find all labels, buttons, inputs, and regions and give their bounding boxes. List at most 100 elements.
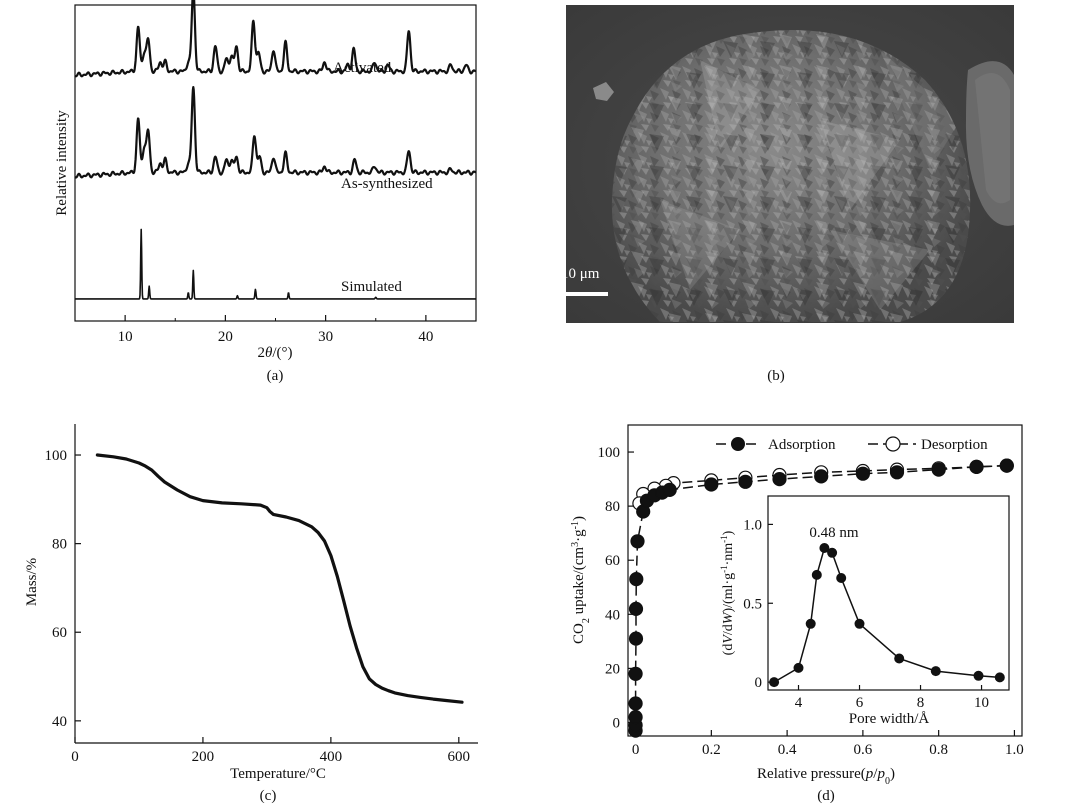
- panel-b-sem-image: 10 μm (b): [561, 5, 1014, 384]
- inset-point: [973, 670, 984, 681]
- x-tick-label: 600: [448, 749, 471, 765]
- x-tick-label: 0.6: [854, 742, 873, 758]
- point-adsorption: [628, 631, 644, 646]
- panel-d-series: [628, 458, 1014, 738]
- panel-a-x-ticks: 10 20 30 40: [74, 315, 477, 345]
- point-adsorption: [629, 571, 644, 587]
- inset-point: [769, 677, 780, 688]
- panel-d-frame: [627, 424, 1023, 737]
- x-tick-label: 40: [418, 329, 433, 345]
- inset-y-tick-label: 0: [755, 675, 763, 691]
- point-adsorption: [969, 459, 984, 474]
- y-tick-label: 100: [598, 445, 621, 461]
- inset-point: [894, 653, 905, 664]
- x-tick-label: 200: [192, 749, 215, 765]
- x-tick-label: 10: [118, 329, 133, 345]
- inset-peak-annotation: 0.48 nm: [809, 525, 859, 541]
- panel-a-patterns: [74, 0, 477, 300]
- y-tick-label: 100: [45, 448, 68, 464]
- series-label-as-synthesized: As-synthesized: [341, 176, 433, 192]
- y-tick-label: 60: [605, 553, 620, 569]
- inset-point: [819, 543, 830, 553]
- panel-d-y-axis-label: CO2 uptake/(cm3·g-1): [570, 516, 592, 644]
- panel-a-y-axis-label: Relative intensity: [54, 110, 70, 216]
- inset-x-tick-label: 10: [974, 695, 989, 711]
- x-tick-label: 20: [218, 329, 233, 345]
- scale-bar-label: 10 μm: [561, 266, 600, 282]
- series-label-activated: Activated: [333, 60, 392, 76]
- panel-d-legend: Adsorption Desorption: [716, 436, 988, 453]
- debris-particle: [593, 82, 614, 101]
- point-adsorption: [704, 477, 719, 492]
- inset-ticks: 4 6 8 10 0 0.5 1.0: [743, 517, 989, 711]
- legend-marker-desorption: [885, 436, 901, 452]
- legend-label-adsorption: Adsorption: [768, 437, 836, 453]
- y-tick-label: 40: [605, 607, 620, 623]
- point-adsorption: [772, 472, 787, 487]
- inset-point: [827, 547, 838, 558]
- legend-label-desorption: Desorption: [921, 437, 988, 453]
- inset-point: [994, 672, 1005, 683]
- point-adsorption: [931, 462, 946, 477]
- point-adsorption: [628, 696, 643, 711]
- panel-c-ticks: 0 200 400 600 40 60 80 100: [45, 448, 471, 765]
- panel-d-inset-chart: 4 6 8 10 0 0.5 1.0 0.48 nm Pore width/Å (dV/dW…: [719, 495, 1010, 727]
- point-adsorption: [855, 466, 871, 481]
- point-adsorption: [814, 469, 829, 484]
- inset-y-tick-label: 1.0: [743, 517, 762, 533]
- legend-marker-adsorption: [731, 437, 745, 451]
- x-tick-label: 0.4: [778, 742, 797, 758]
- y-tick-label: 0: [613, 715, 621, 731]
- inset-point: [854, 618, 865, 629]
- point-adsorption: [738, 474, 753, 489]
- inset-point: [805, 618, 816, 629]
- x-tick-label: 30: [318, 329, 333, 345]
- inset-x-axis-label: Pore width/Å: [849, 711, 930, 727]
- scale-bar: [562, 292, 608, 296]
- panel-d-caption: (d): [817, 788, 835, 804]
- inset-x-tick-label: 4: [795, 695, 803, 711]
- pattern-activated: [74, 0, 477, 78]
- x-tick-label: 0.2: [702, 742, 721, 758]
- inset-point: [793, 662, 804, 673]
- point-adsorption: [628, 666, 643, 681]
- inset-y-axis-label: (dV/dW)/(ml·g-1·nm-1): [719, 530, 736, 655]
- x-tick-label: 1.0: [1005, 742, 1024, 758]
- x-tick-label: 400: [320, 749, 343, 765]
- point-adsorption: [889, 465, 905, 480]
- panel-c-caption: (c): [260, 788, 277, 804]
- pattern-as-synthesized: [74, 86, 477, 179]
- y-tick-label: 20: [605, 661, 620, 677]
- x-tick-label: 0: [71, 749, 79, 765]
- y-tick-label: 80: [52, 537, 67, 553]
- inset-psd-curve: [769, 543, 1005, 688]
- x-tick-label: 0.8: [929, 742, 948, 758]
- pattern-simulated: [74, 228, 477, 300]
- y-tick-label: 80: [605, 499, 620, 515]
- panel-c-tga-chart: 0 200 400 600 40 60 80 100 Mass/% Temperature/°…: [24, 424, 478, 804]
- panel-c-y-axis-label: Mass/%: [24, 558, 40, 606]
- inset-y-tick-label: 0.5: [743, 596, 762, 612]
- panel-c-mass-curve: [95, 453, 464, 704]
- point-adsorption: [628, 709, 643, 725]
- panel-c-x-axis-label: Temperature/°C: [230, 766, 326, 782]
- crystal-sphere: [611, 30, 971, 322]
- series-label-simulated: Simulated: [341, 279, 402, 295]
- y-tick-label: 60: [52, 625, 67, 641]
- inset-x-tick-label: 6: [856, 695, 864, 711]
- x-tick-label: 0: [632, 742, 640, 758]
- point-adsorption: [662, 482, 677, 497]
- panel-a-x-axis-label: 2θ/(°): [257, 345, 292, 361]
- point-adsorption: [628, 601, 644, 617]
- panel-a-xrd-chart: 10 20 30 40 Activated As-synthesized Simula…: [54, 0, 477, 384]
- panel-b-caption: (b): [767, 368, 785, 384]
- point-adsorption: [999, 458, 1014, 473]
- inset-point: [811, 569, 822, 580]
- inset-frame: [767, 495, 1010, 691]
- panel-a-caption: (a): [267, 368, 284, 384]
- inset-point: [836, 573, 847, 583]
- y-tick-label: 40: [52, 714, 67, 730]
